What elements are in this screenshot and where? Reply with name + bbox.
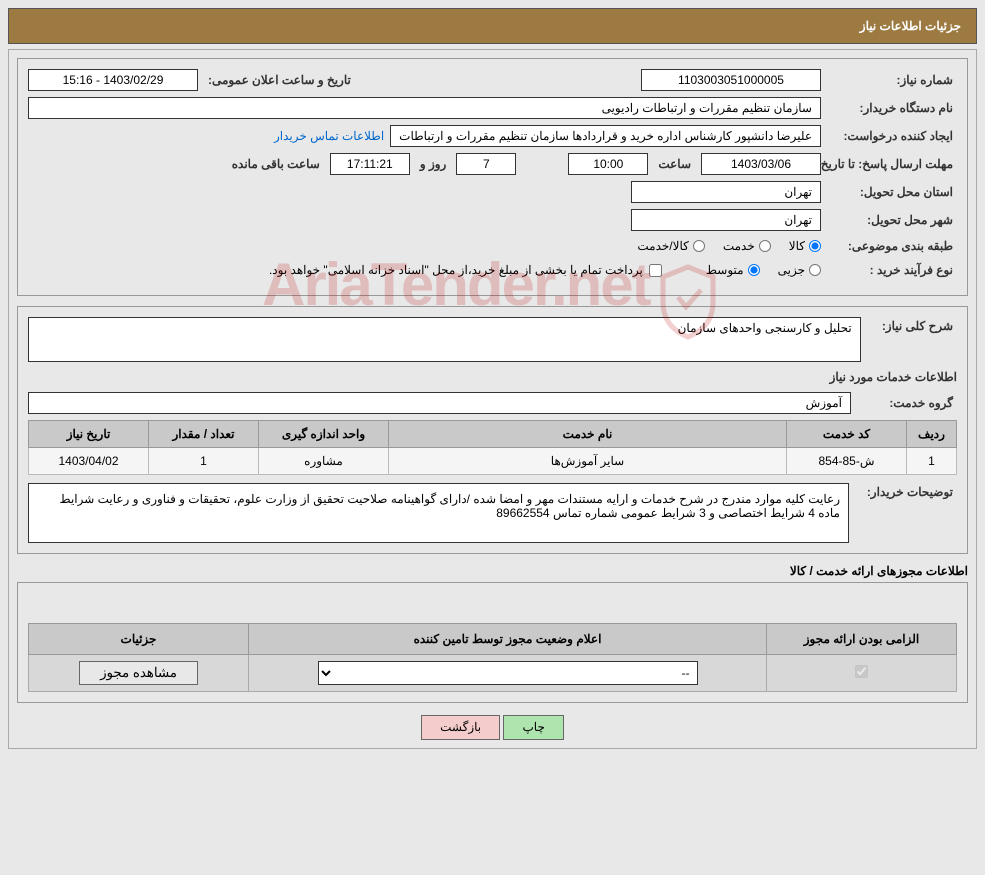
buyer-contact-link[interactable]: اطلاعات تماس خریدار [274,129,384,143]
buyer-notes-label: توضیحات خریدار: [857,483,957,501]
need-desc-label: شرح کلی نیاز: [867,317,957,335]
th-qty: تعداد / مقدار [149,421,259,448]
need-no-label: شماره نیاز: [827,71,957,89]
category-label: طبقه بندی موضوعی: [827,237,957,255]
radio-service-input[interactable] [759,240,771,252]
buyer-notes-value: رعایت کلیه موارد مندرج در شرح خدمات و ار… [28,483,849,543]
announce-date-label: تاریخ و ساعت اعلان عمومی: [204,71,355,89]
radio-goods-service-input[interactable] [693,240,705,252]
cell-qty: 1 [149,448,259,475]
th-mandatory: الزامی بودن ارائه مجوز [767,624,957,655]
radio-small-input[interactable] [809,264,821,276]
page-header: جزئیات اطلاعات نیاز [8,8,977,44]
buyer-org-value: سازمان تنظیم مقررات و ارتباطات رادیویی [28,97,821,119]
remain-time: 17:11:21 [330,153,410,175]
radio-goods-service[interactable]: کالا/خدمت [637,239,704,253]
license-header-row: الزامی بودن ارائه مجوز اعلام وضعیت مجوز … [29,624,957,655]
th-code: کد خدمت [787,421,907,448]
th-name: نام خدمت [389,421,787,448]
province-label: استان محل تحویل: [827,183,957,201]
table-row: 1 ش-85-854 سایر آموزش‌ها مشاوره 1 1403/0… [29,448,957,475]
footer-buttons: چاپ بازگشت [17,715,968,740]
cell-date: 1403/04/02 [29,448,149,475]
remain-days: 7 [456,153,516,175]
requester-label: ایجاد کننده درخواست: [827,127,957,145]
treasury-note: پرداخت تمام یا بخشی از مبلغ خرید،از محل … [269,263,643,277]
deadline-hour: 10:00 [568,153,648,175]
radio-medium-input[interactable] [748,264,760,276]
license-row: -- مشاهده مجوز [29,655,957,692]
city-label: شهر محل تحویل: [827,211,957,229]
table-header-row: ردیف کد خدمت نام خدمت واحد اندازه گیری ت… [29,421,957,448]
city-value: تهران [631,209,821,231]
service-table: ردیف کد خدمت نام خدمت واحد اندازه گیری ت… [28,420,957,475]
th-row: ردیف [907,421,957,448]
th-status: اعلام وضعیت مجوز توسط تامین کننده [249,624,767,655]
need-no-value: 1103003051000005 [641,69,821,91]
announce-date-value: 1403/02/29 - 15:16 [28,69,198,91]
radio-small[interactable]: جزیی [778,263,821,277]
process-label: نوع فرآیند خرید : [827,261,957,279]
licenses-title: اطلاعات مجوزهای ارائه خدمت / کالا [17,564,968,578]
radio-goods-input[interactable] [809,240,821,252]
cell-details: مشاهده مجوز [29,655,249,692]
remain-label: ساعت باقی مانده [228,155,324,173]
page-title: جزئیات اطلاعات نیاز [860,19,961,33]
province-value: تهران [631,181,821,203]
buyer-org-label: نام دستگاه خریدار: [827,99,957,117]
licenses-section: الزامی بودن ارائه مجوز اعلام وضعیت مجوز … [17,582,968,703]
info-section: شماره نیاز: 1103003051000005 تاریخ و ساع… [17,58,968,296]
cell-status: -- [249,655,767,692]
need-desc-value: تحلیل و کارسنجی واحدهای سازمان [28,317,861,362]
print-button[interactable]: چاپ [503,715,563,740]
back-button[interactable]: بازگشت [421,715,500,740]
hour-label: ساعت [654,155,695,173]
service-group-value: آموزش [28,392,851,414]
cell-mandatory [767,655,957,692]
mandatory-checkbox [855,665,868,678]
days-and-label: روز و [416,155,451,173]
treasury-checkbox[interactable] [649,264,662,277]
th-date: تاریخ نیاز [29,421,149,448]
license-table: الزامی بودن ارائه مجوز اعلام وضعیت مجوز … [28,623,957,692]
cell-unit: مشاوره [259,448,389,475]
view-license-button[interactable]: مشاهده مجوز [79,661,198,685]
service-group-label: گروه خدمت: [857,394,957,412]
cell-name: سایر آموزش‌ها [389,448,787,475]
th-details: جزئیات [29,624,249,655]
need-section: شرح کلی نیاز: تحلیل و کارسنجی واحدهای سا… [17,306,968,554]
status-select[interactable]: -- [318,661,698,685]
th-unit: واحد اندازه گیری [259,421,389,448]
main-panel: شماره نیاز: 1103003051000005 تاریخ و ساع… [8,49,977,749]
requester-value: علیرضا دانشپور کارشناس اداره خرید و قرار… [390,125,821,147]
radio-service[interactable]: خدمت [723,239,771,253]
deadline-date: 1403/03/06 [701,153,821,175]
cell-code: ش-85-854 [787,448,907,475]
services-title: اطلاعات خدمات مورد نیاز [28,370,957,384]
deadline-label: مهلت ارسال پاسخ: تا تاریخ: [827,155,957,173]
radio-medium[interactable]: متوسط [706,263,760,277]
cell-row: 1 [907,448,957,475]
radio-goods[interactable]: کالا [789,239,821,253]
